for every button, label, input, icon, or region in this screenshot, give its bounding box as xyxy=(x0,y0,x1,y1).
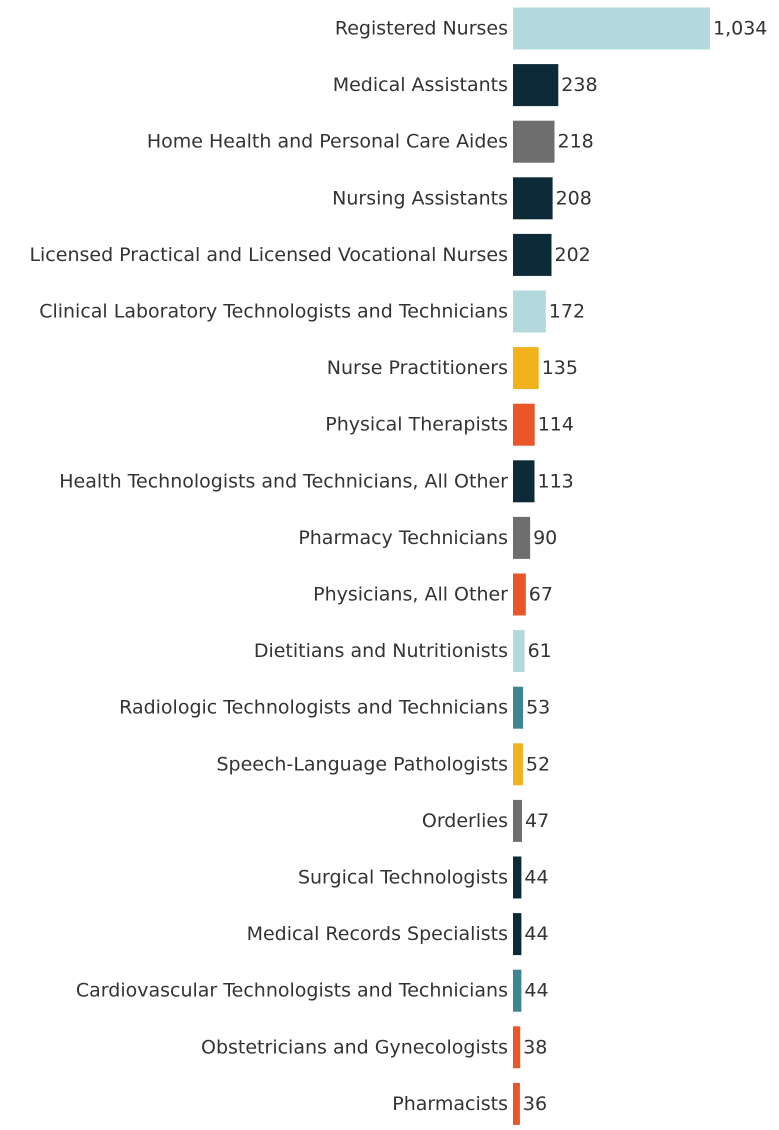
value-label: 238 xyxy=(561,74,597,96)
value-label: 61 xyxy=(528,640,552,662)
category-label: Pharmacy Technicians xyxy=(298,527,508,549)
bar xyxy=(513,516,531,559)
bar xyxy=(513,120,555,163)
category-label: Nursing Assistants xyxy=(332,187,508,209)
category-label: Cardiovascular Technologists and Technic… xyxy=(76,980,508,1002)
bar xyxy=(513,1082,520,1125)
bar xyxy=(513,64,559,107)
category-label: Physical Therapists xyxy=(325,414,508,436)
bar xyxy=(513,969,522,1012)
category-label: Health Technologists and Technicians, Al… xyxy=(59,470,508,492)
category-label: Obstetricians and Gynecologists xyxy=(201,1036,508,1058)
bar xyxy=(513,743,523,786)
value-label: 52 xyxy=(526,753,550,775)
category-label: Orderlies xyxy=(422,810,508,832)
category-label: Radiologic Technologists and Technicians xyxy=(119,697,508,719)
value-label: 67 xyxy=(529,584,553,606)
category-label: Medical Assistants xyxy=(333,74,508,96)
bar xyxy=(513,686,524,729)
value-label: 44 xyxy=(524,980,548,1002)
value-label: 1,034 xyxy=(713,18,767,40)
value-label: 114 xyxy=(538,414,574,436)
value-label: 218 xyxy=(558,131,594,153)
value-label: 113 xyxy=(538,470,574,492)
value-label: 172 xyxy=(549,301,585,323)
bar xyxy=(513,856,522,899)
category-labels-layer: Registered Nurses Medical Assistants Home … xyxy=(29,18,508,1115)
bar xyxy=(513,233,552,276)
category-label: Clinical Laboratory Technologists and Te… xyxy=(39,301,508,323)
category-label: Medical Records Specialists xyxy=(247,923,508,945)
bar xyxy=(513,7,710,50)
bar xyxy=(513,460,535,503)
category-label: Dietitians and Nutritionists xyxy=(254,640,508,662)
value-label: 38 xyxy=(523,1036,547,1058)
category-label: Speech-Language Pathologists xyxy=(216,753,508,775)
category-label: Registered Nurses xyxy=(335,18,508,40)
bars-layer xyxy=(513,7,710,1125)
value-label: 208 xyxy=(556,187,592,209)
value-label: 90 xyxy=(533,527,557,549)
category-label: Pharmacists xyxy=(392,1093,508,1115)
value-label: 47 xyxy=(525,810,549,832)
bar xyxy=(513,913,522,956)
category-label: Licensed Practical and Licensed Vocation… xyxy=(29,244,508,266)
category-label: Physicians, All Other xyxy=(313,584,508,606)
value-label: 135 xyxy=(542,357,578,379)
value-label: 202 xyxy=(555,244,591,266)
value-labels-layer: 1,034 238 218 208 202 172 135 114 113 90 67 61 53 52 4… xyxy=(523,18,768,1115)
bar xyxy=(513,1026,521,1069)
category-label: Nurse Practitioners xyxy=(327,357,508,379)
bar xyxy=(513,573,526,616)
bar xyxy=(513,630,525,673)
value-label: 36 xyxy=(523,1093,547,1115)
category-label: Home Health and Personal Care Aides xyxy=(147,131,508,153)
bar xyxy=(513,290,546,333)
value-label: 44 xyxy=(524,923,548,945)
value-label: 44 xyxy=(524,867,548,889)
bar xyxy=(513,347,539,390)
value-label: 53 xyxy=(526,697,550,719)
category-label: Surgical Technologists xyxy=(298,867,508,889)
bar xyxy=(513,799,522,842)
bar xyxy=(513,403,535,446)
bar xyxy=(513,177,553,220)
